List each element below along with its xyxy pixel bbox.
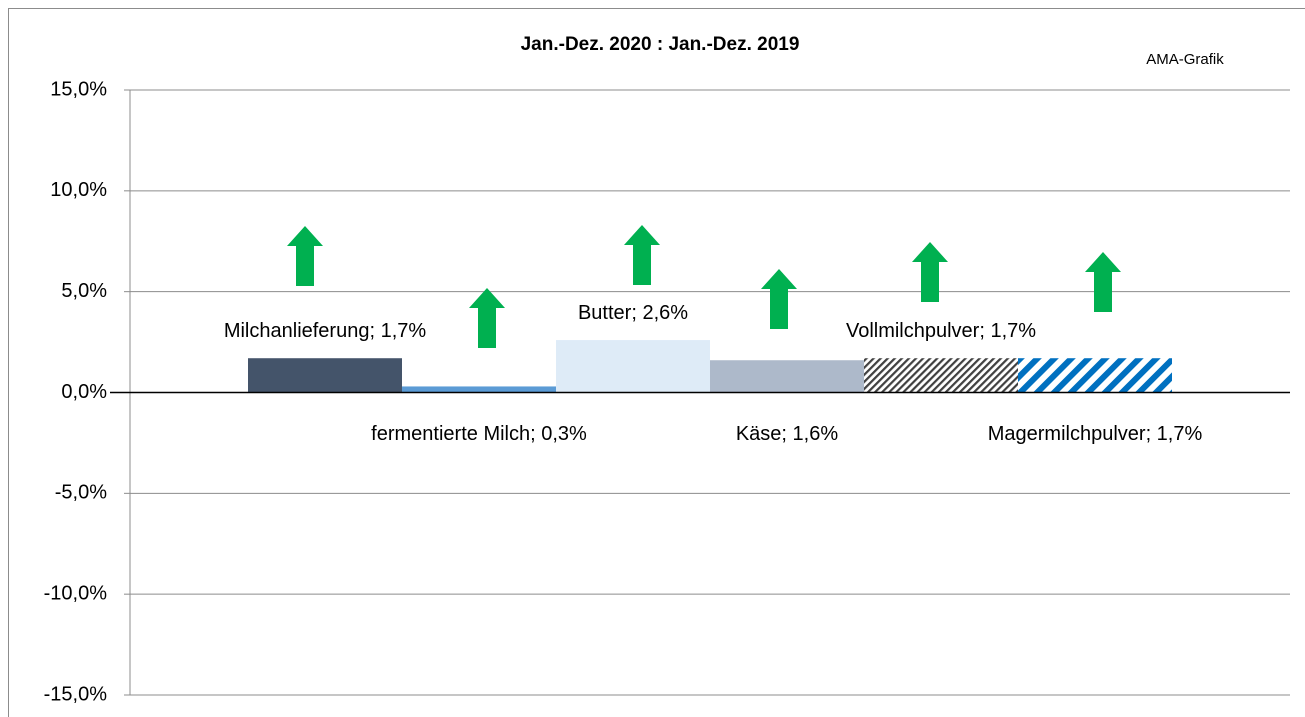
chart-title: Jan.-Dez. 2020 : Jan.-Dez. 2019 bbox=[521, 34, 800, 55]
data-label: Magermilchpulver; 1,7% bbox=[987, 422, 1203, 445]
data-label: Vollmilchpulver; 1,7% bbox=[845, 320, 1037, 343]
y-tick-label: -15,0% bbox=[44, 683, 108, 705]
bar bbox=[710, 360, 864, 393]
data-label: Käse; 1,6% bbox=[735, 422, 839, 445]
y-tick-label: 10,0% bbox=[50, 179, 107, 201]
data-label: fermentierte Milch; 0,3% bbox=[371, 422, 587, 445]
data-label: Milchanlieferung; 1,7% bbox=[223, 320, 427, 343]
y-tick-label: 0,0% bbox=[61, 381, 107, 403]
frame bbox=[8, 8, 1305, 717]
bar bbox=[248, 358, 402, 393]
bar bbox=[864, 358, 1018, 393]
y-tick-label: 15,0% bbox=[50, 78, 107, 100]
annotation: AMA-Grafik bbox=[1146, 51, 1224, 68]
y-tick-label: -5,0% bbox=[55, 482, 107, 504]
data-label: Butter; 2,6% bbox=[577, 302, 689, 325]
y-tick-label: -10,0% bbox=[44, 582, 108, 604]
bar bbox=[1018, 358, 1172, 393]
bar bbox=[556, 340, 710, 393]
bar bbox=[402, 386, 556, 393]
y-tick-label: 5,0% bbox=[61, 280, 107, 302]
